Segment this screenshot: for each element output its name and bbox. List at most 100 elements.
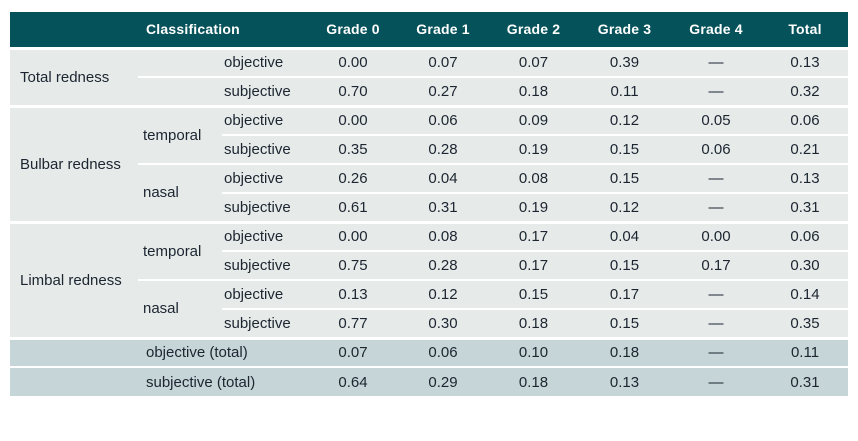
value-cell: 0.17 [488,220,580,251]
value-cell: 0.31 [762,366,849,396]
value-cell: 0.31 [398,192,489,222]
value-cell: 0.07 [488,46,580,77]
value-cell: 0.08 [488,163,580,193]
value-cell: 0.30 [762,250,849,280]
redness-grading-table: Classification Grade 0 Grade 1 Grade 2 Grade… [10,12,849,396]
value-cell: 0.13 [762,46,849,77]
value-cell: 0.32 [762,76,849,106]
table-row: subjective 0.35 0.28 0.19 0.15 0.06 0.21 [10,134,849,164]
value-cell: 0.07 [308,336,399,367]
value-cell: 0.77 [308,308,399,338]
value-cell: — [670,279,763,309]
value-cell: 0.31 [762,192,849,222]
table-body: Total redness objective 0.00 0.07 0.07 0.39—0… [10,46,849,396]
value-cell: 0.00 [308,220,399,251]
value-cell: 0.04 [579,220,671,251]
row-method-label: subjective [222,134,309,164]
table-row: Bulbar redness temporal objective 0.00 0.06 0… [10,104,849,222]
value-cell: 0.12 [579,104,671,135]
value-cell: 0.17 [488,250,580,280]
row-method-label: objective [222,46,309,77]
footer-empty-cell [10,336,138,367]
column-header-grade-1: Grade 1 [398,12,489,48]
row-method-label: subjective [222,250,309,280]
row-region-cell-empty [138,76,222,106]
value-cell: 0.11 [762,336,849,367]
row-method-label: subjective [222,308,309,338]
row-region-label: nasal [138,279,222,338]
row-method-label: objective [222,279,309,309]
value-cell: 0.07 [398,46,489,77]
row-region-label: nasal [138,163,222,222]
value-cell: — [670,192,763,222]
value-cell: — [670,46,763,77]
value-cell: 0.09 [488,104,580,135]
value-cell: 0.19 [488,134,580,164]
value-cell: 0.28 [398,134,489,164]
value-cell: — [670,308,763,338]
value-cell: 0.17 [670,250,763,280]
table-row: Limbal redness temporal objective 0.00 0.08 0… [10,220,849,338]
table-row: nasal objective 0.13 0.12 0.15 0.17—0.14 [10,279,849,338]
footer-empty-cell [10,366,138,396]
value-cell: 0.10 [488,336,580,367]
value-cell: 0.06 [670,134,763,164]
value-cell: 0.05 [670,104,763,135]
value-cell: 0.13 [762,163,849,193]
value-cell: 0.15 [579,308,671,338]
value-cell: — [670,336,763,367]
table-row: subjective 0.77 0.30 0.18 0.15—0.35 [10,308,849,338]
value-cell: 0.21 [762,134,849,164]
value-cell: 0.35 [308,134,399,164]
value-cell: 0.28 [398,250,489,280]
value-cell: 0.29 [398,366,489,396]
value-cell: 0.06 [398,104,489,135]
footer-row-label: objective (total) [138,336,309,367]
value-cell: 0.17 [579,279,671,309]
value-cell: 0.00 [308,46,399,77]
value-cell: 0.18 [579,336,671,367]
value-cell: 0.00 [308,104,399,135]
value-cell: 0.08 [398,220,489,251]
value-cell: 0.27 [398,76,489,106]
value-cell: 0.18 [488,308,580,338]
table-row: subjective 0.75 0.28 0.17 0.15 0.17 0.30 [10,250,849,280]
column-header-grade-3: Grade 3 [579,12,671,48]
value-cell: 0.15 [579,163,671,193]
value-cell: — [670,163,763,193]
value-cell: 0.61 [308,192,399,222]
value-cell: 0.13 [579,366,671,396]
value-cell: 0.00 [670,220,763,251]
row-method-label: objective [222,163,309,193]
value-cell: 0.39 [579,46,671,77]
row-group-label: Total redness [10,46,138,106]
value-cell: 0.15 [488,279,580,309]
table-row: Total redness objective 0.00 0.07 0.07 0.39—0… [10,46,849,106]
value-cell: 0.75 [308,250,399,280]
row-method-label: subjective [222,76,309,106]
value-cell: 0.19 [488,192,580,222]
value-cell: 0.30 [398,308,489,338]
value-cell: 0.15 [579,250,671,280]
table-row: nasal objective 0.26 0.04 0.08 0.15—0.13 [10,163,849,222]
value-cell: 0.04 [398,163,489,193]
value-cell: 0.18 [488,366,580,396]
row-group-label: Limbal redness [10,220,138,338]
table-header: Classification Grade 0 Grade 1 Grade 2 Grade… [10,12,849,48]
column-header-grade-2: Grade 2 [488,12,580,48]
value-cell: 0.18 [488,76,580,106]
value-cell: 0.12 [398,279,489,309]
value-cell: 0.06 [398,336,489,367]
row-method-label: objective [222,220,309,251]
column-header-grade-0: Grade 0 [308,12,399,48]
table-footer-row: objective (total) 0.07 0.06 0.10 0.18—0.11 [10,336,849,367]
row-group-label: Bulbar redness [10,104,138,222]
table-footer-row: subjective (total) 0.64 0.29 0.18 0.13—0.31 [10,366,849,396]
header-row: Classification Grade 0 Grade 1 Grade 2 Grade… [10,12,849,48]
value-cell: 0.15 [579,134,671,164]
row-region-label: temporal [138,104,222,164]
column-header-total: Total [762,12,849,48]
footer-row-label: subjective (total) [138,366,309,396]
row-method-label: objective [222,104,309,135]
column-header-classification: Classification [138,12,309,48]
